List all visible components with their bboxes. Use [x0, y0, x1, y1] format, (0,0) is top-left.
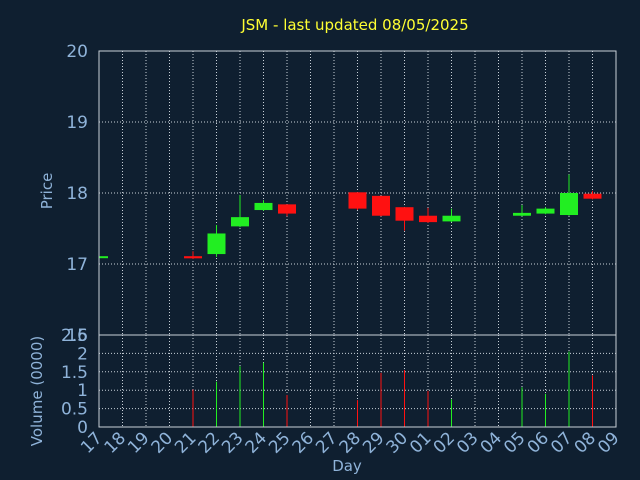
candle-body-up	[231, 217, 249, 227]
price-panel: 16 17 18 19 20 Price	[38, 42, 617, 346]
candle	[278, 204, 296, 217]
candle-body-down	[348, 192, 367, 209]
candle-body-up	[536, 208, 555, 214]
candle-body-down	[278, 204, 296, 214]
candle	[184, 251, 202, 260]
price-y-tick-label: 19	[66, 113, 88, 133]
chart-title: JSM - last updated 08/05/2025	[240, 16, 468, 34]
candle	[442, 208, 461, 223]
candle-body-down	[372, 195, 390, 216]
candle-body-down	[395, 207, 414, 221]
volume-y-tick-label: 0	[77, 418, 88, 438]
price-y-tick-label: 18	[66, 184, 88, 204]
price-y-tick-label: 17	[66, 255, 88, 275]
candle	[231, 195, 249, 228]
candle-body-down	[419, 215, 437, 223]
price-axis-label: Price	[38, 173, 56, 210]
price-y-tick-label: 20	[66, 42, 88, 62]
candle	[536, 207, 555, 215]
volume-y-tick-label: 1.5	[61, 363, 88, 383]
volume-y-tick-label: 2.5	[61, 326, 88, 346]
price-y-tick-label: 16	[66, 326, 88, 346]
volume-y-tick-label: 2	[77, 344, 88, 364]
price-y-tick-labels: 16 17 18 19 20	[66, 42, 88, 346]
candle-body-up	[99, 256, 108, 259]
x-tick-labels: 1718192021222324252627282930010203040506…	[77, 428, 623, 457]
candle	[560, 174, 578, 216]
volume-axis-label: Volume (0000)	[28, 336, 46, 446]
candle-body-up	[560, 193, 578, 216]
volume-bars	[192, 351, 593, 427]
volume-plot-frame	[98, 334, 617, 428]
candle	[207, 224, 226, 257]
x-tick-label: 09	[594, 428, 623, 457]
candle-body-down	[184, 256, 202, 259]
candle-body-up	[254, 202, 273, 211]
candle	[419, 207, 437, 223]
candle-body-down	[583, 193, 602, 199]
candle	[395, 207, 414, 231]
candle	[372, 195, 390, 217]
volume-panel: 00.511.522.5 Volume (0000)	[28, 326, 617, 446]
price-candles	[98, 174, 602, 260]
candle-body-up	[513, 212, 531, 216]
volume-y-tick-label: 1	[77, 381, 88, 401]
candle	[254, 200, 273, 211]
candle	[98, 256, 108, 259]
volume-y-tick-label: 0.5	[61, 400, 88, 420]
volume-y-tick-labels: 00.511.522.5	[61, 326, 88, 438]
candle	[348, 192, 367, 211]
candle-body-up	[442, 215, 461, 222]
candle	[513, 205, 531, 217]
x-axis-label: Day	[332, 457, 362, 475]
candle-body-up	[207, 233, 226, 255]
candle	[583, 190, 602, 200]
